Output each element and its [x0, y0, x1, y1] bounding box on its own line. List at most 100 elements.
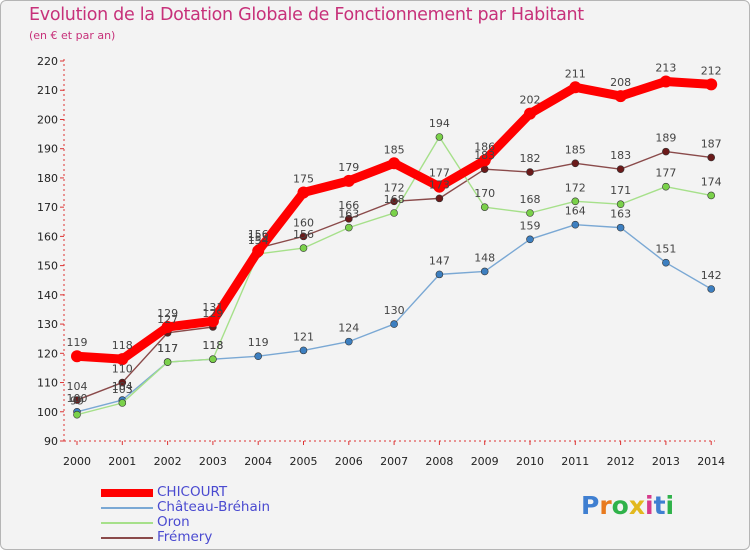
y-tick-label: 220 [37, 55, 58, 68]
data-label: 187 [701, 137, 722, 150]
data-point[interactable] [616, 223, 625, 232]
legend-swatch-oron [101, 522, 153, 524]
y-tick-label: 200 [37, 113, 58, 126]
data-label: 99 [70, 395, 84, 408]
data-point[interactable] [206, 315, 219, 328]
series-chicourt [71, 75, 718, 366]
data-point[interactable] [571, 220, 580, 229]
data-point[interactable] [662, 182, 670, 191]
data-point[interactable] [299, 244, 308, 252]
data-point[interactable] [299, 232, 308, 241]
data-label: 185 [565, 143, 586, 156]
data-point[interactable] [252, 245, 265, 257]
data-point[interactable] [659, 75, 672, 88]
line-chart: 90 100 110 120 130 140 150 160 170 180 190 200 210 22… [37, 55, 725, 468]
y-tick-label: 90 [44, 435, 58, 448]
data-point[interactable] [616, 165, 625, 173]
data-point[interactable] [616, 200, 625, 209]
data-label: 160 [293, 216, 314, 229]
data-point[interactable] [524, 107, 536, 120]
data-point[interactable] [297, 186, 310, 199]
data-point[interactable] [390, 209, 398, 217]
data-point[interactable] [388, 157, 401, 170]
data-point[interactable] [433, 180, 446, 193]
x-tick-label: 2011 [561, 455, 589, 468]
data-point[interactable] [209, 355, 217, 363]
data-point[interactable] [707, 153, 716, 162]
data-label: 127 [157, 313, 178, 326]
data-point[interactable] [73, 396, 81, 404]
data-label: 177 [429, 167, 450, 180]
x-tick-label: 2005 [290, 455, 318, 468]
data-point[interactable] [526, 209, 534, 217]
chart-title: Evolution de la Dotation Globale de Fonc… [29, 5, 584, 25]
x-tick-label: 2006 [335, 455, 363, 468]
data-point[interactable] [73, 410, 81, 419]
data-label: 179 [338, 161, 359, 174]
y-tick-label: 120 [37, 347, 58, 360]
data-label: 168 [384, 193, 405, 206]
data-label: 154 [248, 234, 269, 247]
data-point[interactable] [526, 168, 534, 176]
data-label: 118 [202, 339, 223, 352]
data-point[interactable] [480, 203, 489, 211]
data-label: 194 [429, 117, 450, 130]
data-point[interactable] [435, 194, 444, 203]
data-label: 151 [655, 243, 676, 256]
x-tick-label: 2003 [199, 455, 227, 468]
data-label: 148 [474, 251, 495, 264]
data-point[interactable] [118, 399, 127, 407]
data-point[interactable] [118, 378, 127, 387]
data-point[interactable] [344, 215, 353, 223]
data-point[interactable] [707, 285, 716, 293]
data-point[interactable] [571, 159, 580, 168]
data-point[interactable] [705, 78, 718, 91]
data-point[interactable] [299, 346, 308, 355]
data-point[interactable] [116, 353, 129, 366]
x-tick-label: 2012 [607, 455, 635, 468]
data-point[interactable] [435, 133, 444, 141]
logo-letter: t [653, 491, 666, 520]
x-tick-label: 2014 [697, 455, 725, 468]
data-point[interactable] [614, 90, 627, 103]
data-point[interactable] [390, 320, 398, 328]
data-point[interactable] [478, 154, 491, 167]
data-point[interactable] [569, 81, 582, 94]
data-label: 166 [338, 199, 359, 212]
data-label: 183 [474, 149, 495, 162]
data-point[interactable] [435, 270, 444, 279]
data-point[interactable] [390, 197, 398, 206]
data-label: 103 [112, 383, 133, 396]
data-point[interactable] [480, 267, 489, 276]
series-oron [73, 133, 716, 419]
data-point[interactable] [662, 147, 670, 156]
data-label: 100 [67, 392, 88, 405]
data-point[interactable] [344, 223, 353, 232]
data-point[interactable] [526, 235, 534, 244]
data-point[interactable] [161, 321, 174, 333]
data-point[interactable] [71, 350, 83, 363]
data-point[interactable] [662, 258, 670, 267]
data-point[interactable] [344, 337, 353, 346]
data-point[interactable] [254, 352, 263, 361]
data-point[interactable] [707, 191, 716, 200]
logo-letter: i [665, 491, 675, 520]
logo-letter: r [599, 491, 612, 520]
x-tick-label: 2007 [380, 455, 408, 468]
data-label: 104 [67, 380, 88, 393]
data-point[interactable] [342, 174, 355, 187]
data-label: 156 [293, 228, 314, 241]
x-tick-label: 2009 [471, 455, 499, 468]
data-point[interactable] [571, 197, 580, 206]
data-label: 212 [701, 64, 722, 77]
logo-letter: o [611, 491, 629, 520]
y-tick-label: 190 [37, 143, 58, 156]
data-label: 182 [520, 152, 541, 165]
data-label: 121 [293, 330, 314, 343]
data-point[interactable] [163, 358, 172, 366]
data-label: 172 [384, 181, 405, 194]
legend-swatch-chateau-brehain [101, 507, 153, 509]
y-tick-label: 170 [37, 201, 58, 214]
